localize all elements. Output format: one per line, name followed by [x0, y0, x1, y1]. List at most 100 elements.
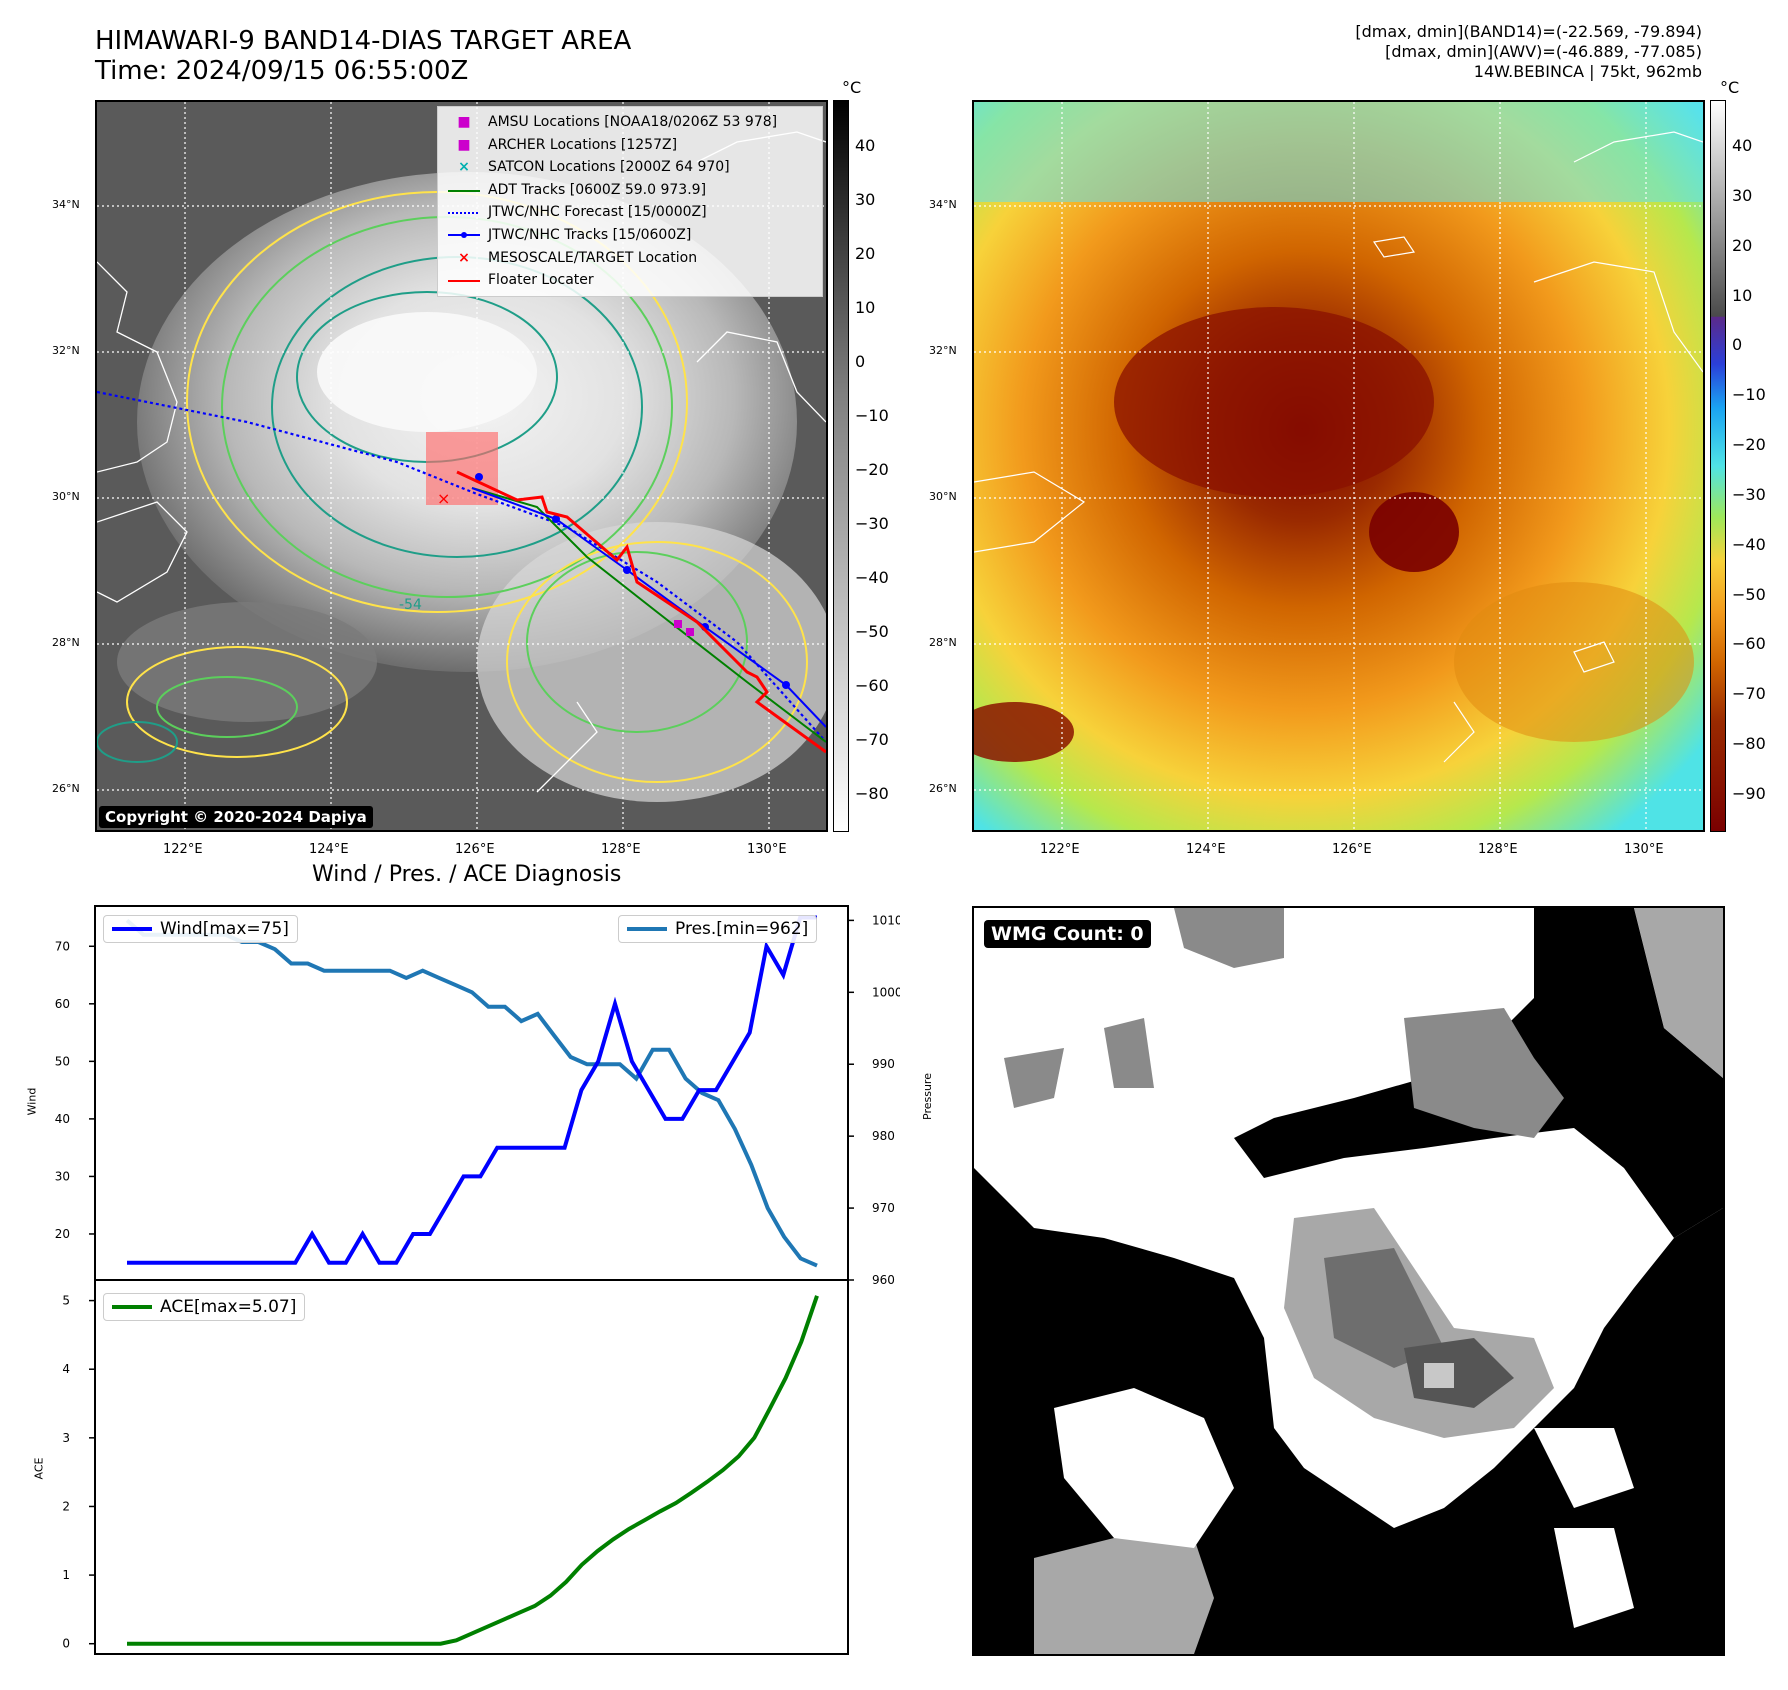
legend-entry: JTWC/NHC Forecast [15/0000Z] [446, 201, 814, 224]
ir-lat-tick: 32°N [52, 344, 80, 357]
legend-entry: × MESOSCALE/TARGET Location [446, 247, 814, 270]
wv-lon-tick: 130°E [1624, 842, 1664, 857]
info-storm-id: 14W.BEBINCA | 75kt, 962mb [1473, 62, 1702, 81]
wv-colorbar-tick: −40 [1732, 534, 1766, 554]
ir-colorbar [833, 100, 849, 832]
ace-ticks-label: 0 [62, 1637, 70, 1651]
line-marker-icon [627, 927, 667, 931]
wv-colorbar-tick: −80 [1732, 734, 1766, 754]
square-marker-icon: ■ [457, 114, 471, 130]
wind-series-line [127, 915, 817, 1265]
pres-ticks-label: 970 [872, 1201, 895, 1215]
pres-ticks-label: 960 [872, 1273, 895, 1287]
pres-ticks-label: 1000 [872, 985, 900, 999]
ace-ticks-label: 2 [62, 1499, 70, 1513]
wv-colorbar-tick: 30 [1732, 185, 1753, 205]
ir-colorbar-tick: −50 [855, 622, 889, 641]
ir-colorbar-tick: −80 [855, 784, 889, 803]
pressure-legend: Pres.[min=962] [618, 915, 818, 943]
info-band14-range: [dmax, dmin](BAND14)=(-22.569, -79.894) [1355, 22, 1702, 41]
ir-legend: ■ AMSU Locations [NOAA18/0206Z 53 978] ■ A… [437, 106, 823, 297]
ir-colorbar-tick: 30 [855, 190, 876, 209]
ir-lon-tick: 122°E [163, 842, 203, 857]
wv-colorbar-tick: −30 [1732, 484, 1766, 504]
wv-lon-tick: 128°E [1478, 842, 1518, 857]
wv-colorbar-tick: −50 [1732, 584, 1766, 604]
diagnosis-chart: 20 30 40 50 60 70 960 970 980 990 1000 1010 0 1 2 3 4 5 [55, 905, 900, 1655]
wv-map-image [974, 102, 1703, 830]
ir-lat-tick: 26°N [52, 782, 80, 795]
figure-title: HIMAWARI-9 BAND14-DIAS TARGET AREA [95, 26, 632, 56]
ir-colorbar-tick: −40 [855, 568, 889, 587]
wv-lon-tick: 124°E [1186, 842, 1226, 857]
wv-lon-tick: 126°E [1332, 842, 1372, 857]
ace-series-line [127, 1295, 819, 1646]
ir-colorbar-tick: −20 [855, 460, 889, 479]
legend-entry: × SATCON Locations [2000Z 64 970] [446, 156, 814, 179]
wv-colorbar-tick: −60 [1732, 634, 1766, 654]
ir-lon-tick: 130°E [747, 842, 787, 857]
ir-colorbar-unit: °C [842, 78, 862, 97]
ir-colorbar-tick: 20 [855, 244, 876, 263]
ir-colorbar-tick: 10 [855, 298, 876, 317]
ace-ticks-label: 3 [62, 1431, 70, 1445]
wv-colorbar-unit: °C [1720, 78, 1740, 97]
ace-ticks-label: 5 [62, 1294, 70, 1308]
ir-colorbar-tick: 40 [855, 136, 876, 155]
cross-marker-icon: × [458, 249, 470, 266]
wv-lat-tick: 30°N [929, 490, 957, 503]
ir-lon-tick: 126°E [455, 842, 495, 857]
jtwc-track [471, 487, 826, 728]
ace-axis-label: ACE [32, 1457, 46, 1480]
pressure-axis-label: Pressure [920, 1073, 934, 1120]
ir-lat-tick: 28°N [52, 636, 80, 649]
ace-ticks-label: 1 [62, 1568, 70, 1582]
wind-ticks-label: 70 [55, 939, 70, 953]
pres-ticks-label: 990 [872, 1057, 895, 1071]
ir-colorbar-tick: −10 [855, 406, 889, 425]
ir-colorbar-tick: −70 [855, 730, 889, 749]
svg-text:×: × [437, 489, 450, 508]
line-marker-icon [446, 269, 482, 292]
ir-lat-tick: 34°N [52, 198, 80, 211]
wv-colorbar-tick: 40 [1732, 136, 1753, 155]
ir-map-panel: × -54 ■ AMSU Locations [NOAA18/0206Z 53 9… [95, 100, 828, 832]
ir-lat-tick: 30°N [52, 490, 80, 503]
wind-ticks-label: 40 [55, 1112, 70, 1126]
jtwc-forecast-track [97, 390, 826, 743]
adt-track [471, 487, 826, 743]
wind-ticks-label: 60 [55, 997, 70, 1011]
wv-colorbar-tick: 10 [1732, 285, 1753, 305]
ir-colorbar-tick: −60 [855, 676, 889, 695]
legend-entry: ADT Tracks [0600Z 59.0 973.9] [446, 179, 814, 202]
legend-entry: ■ ARCHER Locations [1257Z] [446, 134, 814, 157]
wv-colorbar-tick: −70 [1732, 684, 1766, 704]
diagnosis-title: Wind / Pres. / ACE Diagnosis [312, 862, 622, 887]
dotted-line-icon [446, 201, 482, 224]
wind-ticks-label: 50 [55, 1054, 70, 1068]
pres-ticks-label: 980 [872, 1129, 895, 1143]
copyright-badge: Copyright © 2020-2024 Dapiya [99, 806, 373, 828]
legend-entry: ■ AMSU Locations [NOAA18/0206Z 53 978] [446, 111, 814, 134]
square-marker-icon: ■ [457, 136, 471, 153]
wv-map-panel [972, 100, 1705, 832]
legend-entry: JTWC/NHC Tracks [15/0600Z] [446, 224, 814, 247]
wv-colorbar-tick: 20 [1732, 235, 1753, 255]
wv-colorbar-tick: −20 [1732, 435, 1766, 455]
ir-lon-tick: 124°E [309, 842, 349, 857]
wv-lat-tick: 26°N [929, 782, 957, 795]
wv-colorbar-tick: 0 [1732, 335, 1743, 355]
ir-colorbar-tick: −30 [855, 514, 889, 533]
wv-colorbar-tick: −90 [1732, 784, 1766, 803]
wv-lat-tick: 32°N [929, 344, 957, 357]
wind-legend: Wind[max=75] [103, 915, 298, 943]
ir-colorbar-tick: 0 [855, 352, 866, 371]
line-marker-icon [112, 1305, 152, 1309]
wv-colorbar-tick: −10 [1732, 385, 1766, 405]
ir-lon-tick: 128°E [601, 842, 641, 857]
wv-colorbar [1710, 100, 1726, 832]
cross-marker-icon: × [458, 159, 470, 176]
wv-lat-tick: 28°N [929, 636, 957, 649]
info-awv-range: [dmax, dmin](AWV)=(-46.889, -77.085) [1385, 42, 1702, 61]
line-marker-icon [446, 179, 482, 202]
